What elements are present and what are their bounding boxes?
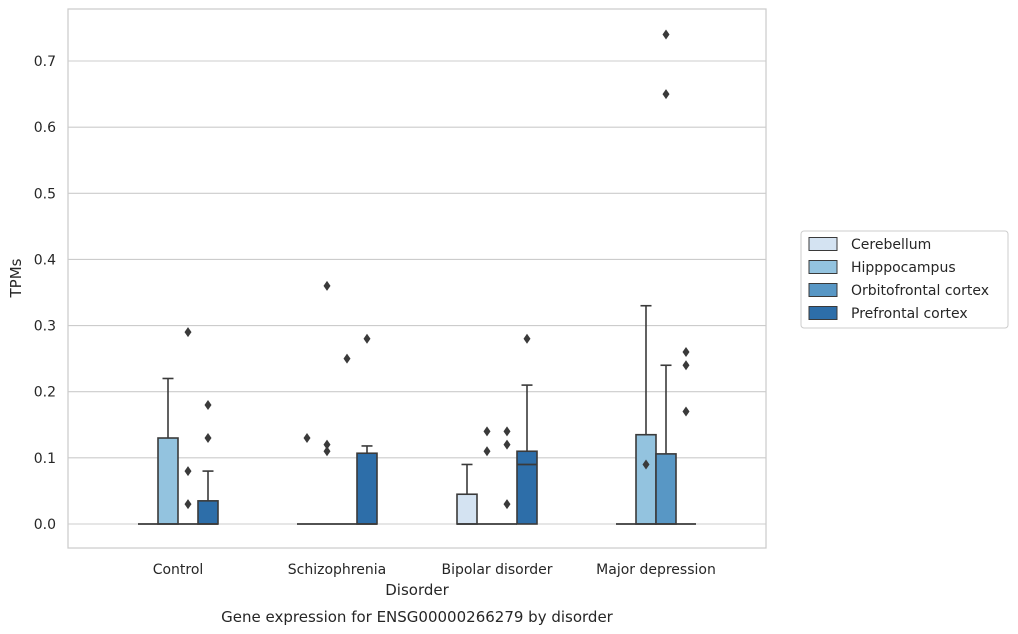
outlier-point (184, 327, 192, 338)
outlier-point (323, 280, 331, 291)
y-tick-label: 0.0 (34, 517, 56, 533)
chart-caption: Gene expression for ENSG00000266279 by d… (221, 608, 614, 626)
y-tick-label: 0.6 (34, 120, 56, 136)
legend-label: Hipppocampus (851, 260, 956, 276)
box-body (456, 493, 478, 525)
x-tick-labels: Control Schizophrenia Bipolar disorder Majo… (153, 562, 716, 578)
y-axis-title: TPMs (7, 258, 25, 298)
legend: Cerebellum Hipppocampus Orbitofrontal cort… (800, 230, 1009, 329)
outlier-point (503, 426, 511, 437)
legend-frame (800, 230, 1009, 329)
outlier-point (523, 333, 531, 344)
outlier-point (662, 29, 670, 40)
box-3-1 (635, 304, 657, 525)
box-body (516, 450, 538, 525)
outlier-point (682, 347, 690, 358)
y-tick-label: 0.7 (34, 54, 56, 70)
outlier-point (303, 433, 311, 444)
box-2-0 (456, 463, 478, 525)
box-2-1 (477, 426, 497, 525)
outlier-point (343, 353, 351, 364)
y-tick-label: 0.5 (34, 186, 56, 202)
plot-frame (67, 8, 767, 549)
legend-swatch (808, 283, 838, 297)
y-tick-label: 0.3 (34, 319, 56, 335)
legend-label: Orbitofrontal cortex (851, 283, 989, 299)
box-body (655, 453, 677, 525)
x-tick-label: Control (153, 562, 204, 578)
outlier-point (662, 89, 670, 100)
legend-label: Prefrontal cortex (851, 306, 968, 322)
box-1-3 (356, 333, 378, 525)
outlier-point (204, 399, 212, 410)
outlier-point (682, 360, 690, 371)
outlier-point (682, 406, 690, 417)
y-tick-label: 0.1 (34, 451, 56, 467)
legend-swatch (808, 237, 838, 251)
x-tick-label: Bipolar disorder (441, 562, 552, 578)
box-1-0 (297, 433, 317, 525)
box-0-3 (197, 399, 219, 525)
y-grid (68, 60, 766, 525)
box-body (635, 433, 657, 525)
outlier-point (483, 446, 491, 457)
legend-swatch (808, 306, 838, 320)
outlier-point (503, 439, 511, 450)
outlier-point (184, 466, 192, 477)
box-series (138, 29, 696, 525)
box-1-2 (337, 353, 357, 525)
box-3-2 (655, 29, 677, 525)
x-axis-title: Disorder (385, 581, 449, 599)
outlier-point (642, 459, 650, 470)
box-3-3 (676, 347, 696, 525)
outlier-point (363, 333, 371, 344)
legend-label: Cerebellum (851, 237, 931, 253)
outlier-point (204, 433, 212, 444)
outlier-point (323, 446, 331, 457)
x-tick-label: Major depression (596, 562, 716, 578)
box-2-3 (516, 333, 538, 525)
box-1-1 (317, 280, 337, 525)
box-body (197, 500, 219, 525)
outlier-point (503, 499, 511, 510)
outlier-point (483, 426, 491, 437)
box-2-2 (497, 426, 517, 525)
outlier-point (323, 439, 331, 450)
y-tick-label: 0.4 (34, 252, 56, 268)
box-body (356, 452, 378, 525)
box-0-2 (178, 327, 198, 525)
y-tick-labels: 0.0 0.1 0.2 0.3 0.4 0.5 0.6 0.7 (34, 54, 56, 533)
outlier-point (184, 499, 192, 510)
y-tick-label: 0.2 (34, 385, 56, 401)
legend-swatch (808, 260, 838, 274)
x-tick-label: Schizophrenia (288, 562, 386, 578)
box-body (157, 437, 179, 525)
box-0-1 (157, 377, 179, 525)
